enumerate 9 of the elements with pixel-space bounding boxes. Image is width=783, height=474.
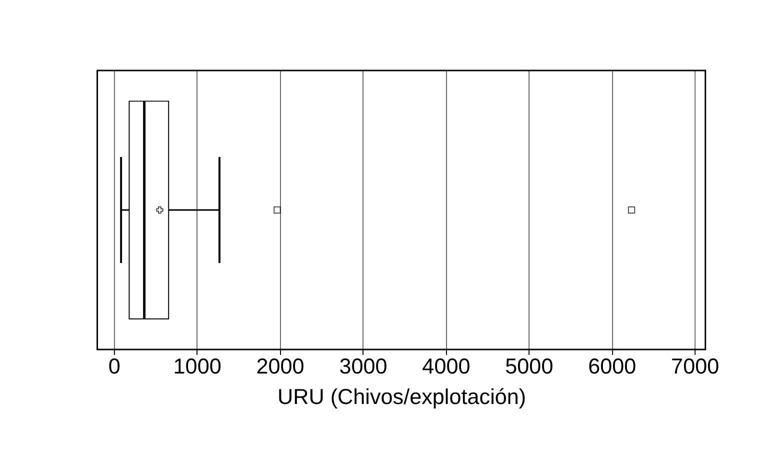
x-axis-title: URU (Chivos/explotación) xyxy=(278,384,526,410)
x-tick-label: 0 xyxy=(108,354,120,379)
x-tick-label: 5000 xyxy=(505,354,554,379)
x-tick-label: 6000 xyxy=(588,354,636,379)
x-tick-label: 1000 xyxy=(173,354,222,379)
x-tick-label: 3000 xyxy=(339,354,388,379)
x-tick-label: 4000 xyxy=(422,354,470,379)
x-tick-label: 2000 xyxy=(256,354,304,379)
x-tick-label: 7000 xyxy=(671,354,720,379)
